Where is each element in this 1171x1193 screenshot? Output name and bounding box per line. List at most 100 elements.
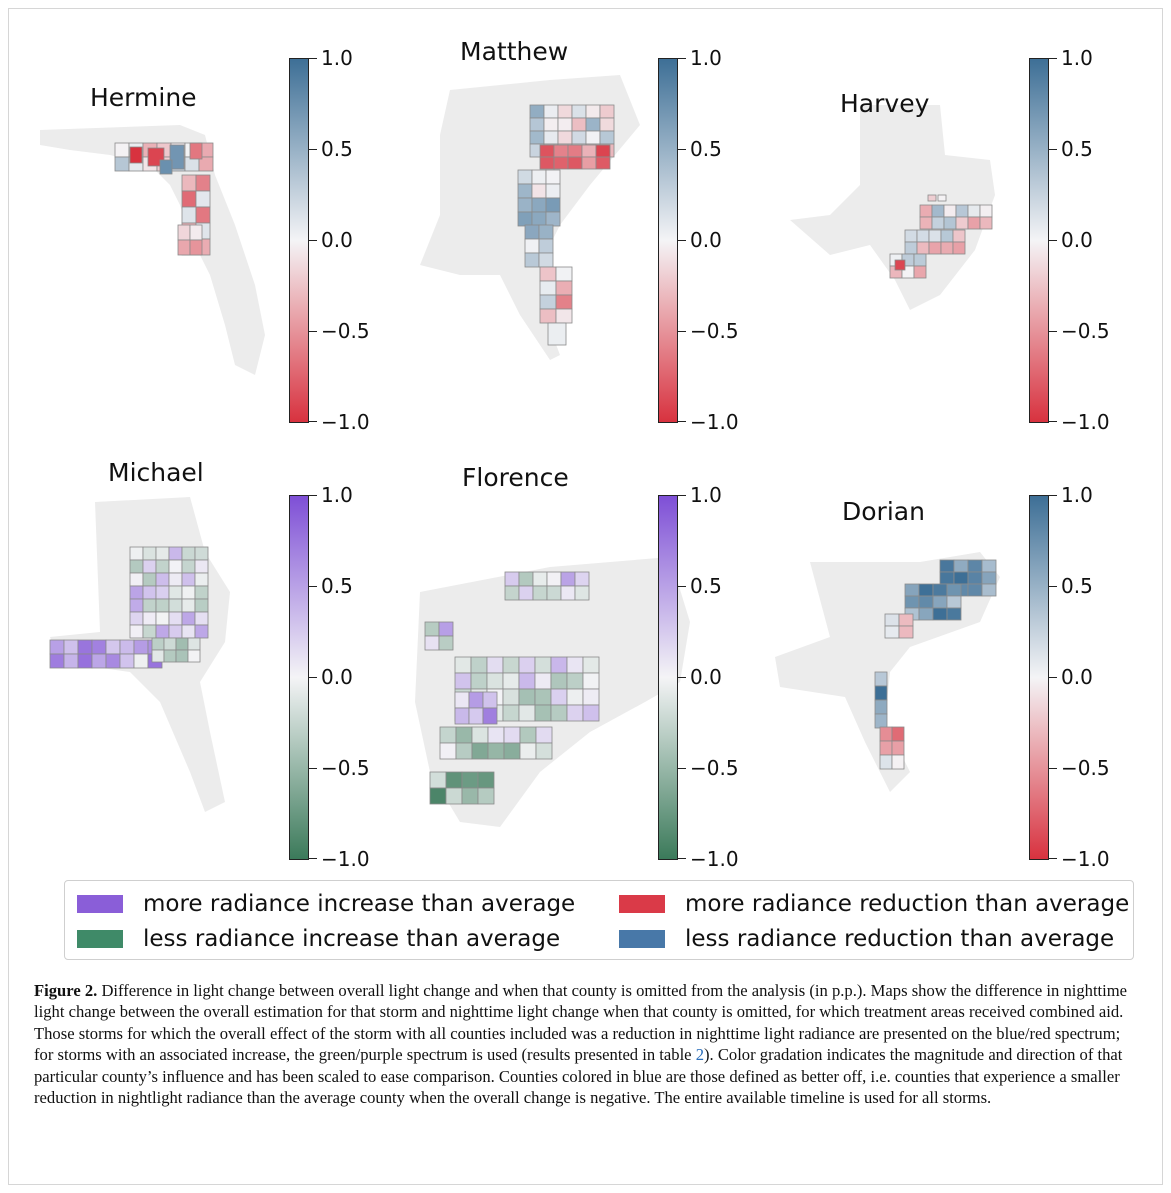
- county: [599, 117, 615, 132]
- county: [581, 156, 597, 170]
- county: [943, 216, 957, 230]
- legend-swatch: [619, 895, 665, 913]
- county: [531, 197, 547, 213]
- county: [63, 639, 79, 655]
- county: [455, 726, 473, 744]
- county: [155, 559, 170, 574]
- county: [582, 656, 600, 674]
- panel-title: Dorian: [842, 497, 925, 526]
- county: [891, 726, 905, 742]
- county: [955, 216, 969, 230]
- colorbar-tick: [678, 240, 686, 241]
- county: [927, 194, 937, 202]
- county: [904, 241, 918, 255]
- county: [114, 156, 130, 172]
- county: [486, 672, 504, 690]
- county: [571, 104, 587, 119]
- county: [91, 653, 107, 669]
- colorbar-tick: [1049, 421, 1057, 422]
- panel-michael: Michael 1.0 0.5 0.0 −0.5 −1.0: [30, 458, 410, 902]
- county: [550, 704, 568, 722]
- county: [894, 259, 906, 271]
- colorbar-tick: [1049, 149, 1057, 150]
- county: [518, 571, 534, 587]
- legend-item: less radiance increase than average: [77, 924, 560, 954]
- county: [105, 639, 121, 655]
- county: [91, 639, 107, 655]
- county: [539, 266, 557, 282]
- colorbar-tick: [678, 768, 686, 769]
- county: [142, 559, 157, 574]
- county: [529, 104, 545, 119]
- colorbar: [1029, 58, 1049, 423]
- county: [898, 613, 914, 627]
- county: [574, 571, 590, 587]
- county: [535, 726, 553, 744]
- colorbar-tick: [1049, 58, 1057, 59]
- county: [518, 688, 536, 706]
- county: [524, 238, 540, 254]
- county: [519, 726, 537, 744]
- county: [946, 595, 962, 609]
- county: [928, 241, 942, 255]
- county: [517, 169, 533, 185]
- county: [531, 183, 547, 199]
- county: [543, 130, 559, 145]
- county: [181, 585, 196, 600]
- colorbar-tick-label: −0.5: [690, 756, 739, 780]
- county: [155, 572, 170, 587]
- county: [142, 598, 157, 613]
- county: [142, 585, 157, 600]
- map-michael: [49, 497, 230, 812]
- county: [129, 585, 144, 600]
- panel-title: Matthew: [460, 37, 569, 66]
- panel-dorian: Dorian 1.0 0.5 0.0 −0.5 −1.0: [770, 472, 1150, 902]
- county: [486, 656, 504, 674]
- county: [518, 585, 534, 601]
- county: [595, 144, 611, 158]
- colorbar-tick-label: 0.0: [321, 665, 353, 689]
- county: [181, 546, 196, 561]
- county: [532, 585, 548, 601]
- colorbar-tick-label: 0.5: [690, 574, 722, 598]
- figure-caption: Figure 2. Difference in light change bet…: [34, 980, 1140, 1108]
- county: [155, 546, 170, 561]
- colorbar-tick: [309, 58, 317, 59]
- county: [981, 571, 997, 585]
- county: [904, 229, 918, 243]
- county: [482, 707, 498, 725]
- county: [155, 624, 170, 639]
- county: [545, 211, 561, 227]
- colorbar-tick: [1049, 586, 1057, 587]
- county: [168, 585, 183, 600]
- colorbar-tick-label: −0.5: [1061, 756, 1110, 780]
- colorbar-tick-label: −0.5: [1061, 319, 1110, 343]
- county: [550, 688, 568, 706]
- legend-swatch: [619, 930, 665, 948]
- county: [555, 280, 573, 296]
- county: [879, 740, 893, 756]
- county: [539, 156, 555, 170]
- county: [49, 653, 65, 669]
- county: [539, 280, 557, 296]
- caption-text-end: ). Color gradation indicates the magnitu…: [34, 1045, 1123, 1108]
- panel-title: Hermine: [90, 83, 197, 112]
- colorbar-tick: [678, 149, 686, 150]
- colorbar-tick-label: 0.0: [690, 665, 722, 689]
- map-hermine: [40, 125, 265, 375]
- table-reference-link[interactable]: 2: [695, 1045, 704, 1065]
- colorbar-tick-label: 0.5: [1061, 574, 1093, 598]
- county: [524, 252, 540, 268]
- county: [967, 583, 983, 597]
- county: [538, 238, 554, 254]
- county: [105, 653, 121, 669]
- county: [879, 754, 893, 770]
- colorbar-tick-label: 0.5: [321, 574, 353, 598]
- county: [918, 583, 934, 597]
- county: [454, 691, 470, 709]
- state-outline: [790, 105, 995, 310]
- county: [461, 771, 479, 789]
- colorbar: [1029, 495, 1049, 860]
- county: [461, 787, 479, 805]
- county: [571, 130, 587, 145]
